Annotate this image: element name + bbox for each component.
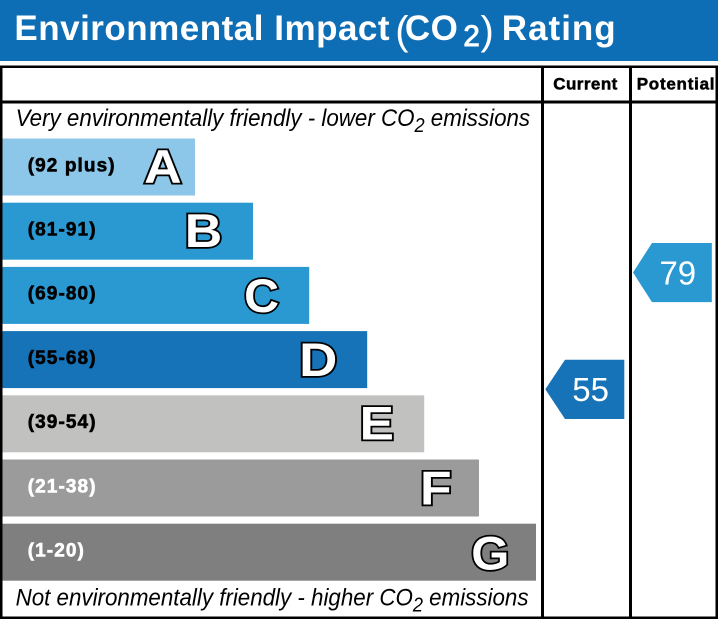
svg-text:2: 2 xyxy=(463,20,479,53)
svg-text:F: F xyxy=(420,462,452,515)
svg-text:(69-80): (69-80) xyxy=(28,284,97,305)
svg-text:Current: Current xyxy=(553,75,618,94)
svg-text:CO: CO xyxy=(405,9,459,48)
svg-text:Rating: Rating xyxy=(502,9,617,48)
svg-text:E: E xyxy=(360,398,394,451)
svg-text:A: A xyxy=(144,141,182,194)
svg-text:(21-38): (21-38) xyxy=(28,476,97,497)
svg-text:B: B xyxy=(185,205,223,258)
svg-text:C: C xyxy=(244,270,279,323)
svg-text:Potential: Potential xyxy=(637,75,716,94)
svg-text:(: ( xyxy=(395,9,409,53)
svg-text:Environmental Impact: Environmental Impact xyxy=(14,9,390,48)
svg-text:(92 plus): (92 plus) xyxy=(28,155,116,176)
svg-text:D: D xyxy=(299,334,337,387)
svg-text:55: 55 xyxy=(572,371,609,408)
svg-text:(81-91): (81-91) xyxy=(28,220,97,241)
svg-text:(39-54): (39-54) xyxy=(28,412,97,433)
svg-text:79: 79 xyxy=(659,254,696,291)
svg-text:): ) xyxy=(481,9,494,53)
svg-text:(1-20): (1-20) xyxy=(28,541,85,562)
svg-text:(55-68): (55-68) xyxy=(28,348,97,369)
svg-text:G: G xyxy=(471,528,509,581)
